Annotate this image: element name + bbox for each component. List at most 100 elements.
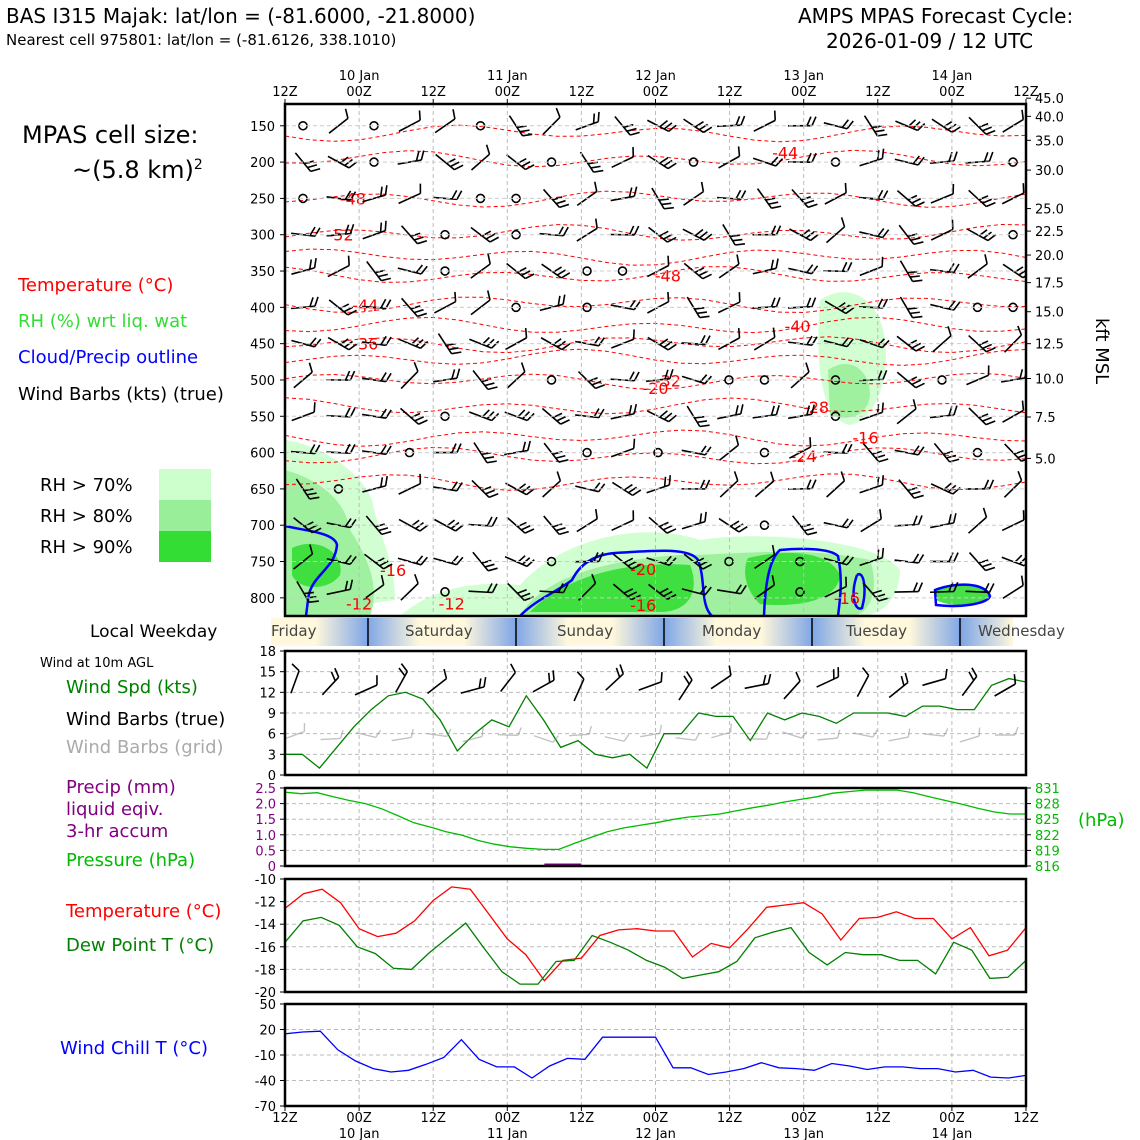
time-tick-label-top: 00Z bbox=[791, 85, 817, 100]
date-label-top: 12 Jan bbox=[635, 69, 676, 84]
wind-barb bbox=[717, 584, 747, 595]
wind-barb bbox=[541, 407, 570, 425]
pressure-tick-label: 350 bbox=[250, 265, 275, 280]
wind-barb bbox=[505, 482, 535, 496]
time-tick-label-top: 00Z bbox=[495, 85, 521, 100]
value-tick-label: 3 bbox=[268, 748, 276, 763]
cell-size-label: MPAS cell size: bbox=[22, 121, 199, 149]
value-tick-label: 2.0 bbox=[255, 798, 276, 813]
weekday-saturday: Saturday bbox=[405, 622, 473, 640]
kft-tick-label: 25.0 bbox=[1035, 203, 1064, 218]
pressure-tick-label: 400 bbox=[250, 301, 275, 316]
wind-barb bbox=[326, 407, 356, 418]
kft-tick-label: 30.0 bbox=[1035, 164, 1064, 179]
rh70-swatch bbox=[159, 469, 211, 500]
legend-barbs: Wind Barbs (kts) (true) bbox=[18, 384, 224, 405]
pressure-axis-label: 828 bbox=[1035, 798, 1060, 813]
wind-barb bbox=[930, 482, 961, 495]
legend-pressure: Pressure (hPa) bbox=[66, 850, 196, 871]
wind-barb bbox=[611, 510, 635, 532]
temperature-contour bbox=[285, 296, 1026, 314]
wind-barb bbox=[895, 119, 926, 132]
date-label-bottom: 10 Jan bbox=[339, 1127, 380, 1140]
wind-barb bbox=[858, 189, 889, 201]
wind-barb bbox=[648, 583, 677, 600]
wind-barb bbox=[400, 361, 419, 390]
wind-barb bbox=[542, 107, 561, 135]
temperature-contour-label: -20 bbox=[642, 379, 668, 398]
wind-barb bbox=[575, 336, 606, 347]
value-tick-label: 1.5 bbox=[255, 813, 276, 828]
kft-tick-label: 35.0 bbox=[1035, 134, 1064, 149]
wind-barb bbox=[894, 515, 923, 527]
time-tick-label-bottom: 12Z bbox=[865, 1111, 891, 1126]
wind-barb bbox=[397, 150, 425, 165]
wind-barb bbox=[433, 481, 463, 492]
wind-barb bbox=[472, 551, 498, 572]
temperature-contour-label: -16 bbox=[380, 561, 406, 580]
wind-barb bbox=[400, 297, 428, 318]
wind-barb bbox=[397, 264, 428, 275]
wind-barb-grid bbox=[285, 723, 306, 740]
wind-barb bbox=[896, 335, 926, 352]
kft-tick-label: 12.5 bbox=[1035, 338, 1064, 353]
wind-barb bbox=[686, 296, 710, 319]
wind-barb-grid bbox=[497, 727, 522, 737]
legend-rh: RH (%) wrt liq. wat bbox=[18, 311, 188, 332]
wind-barb bbox=[826, 471, 846, 498]
wind-barb bbox=[930, 219, 954, 241]
wind-barb bbox=[894, 553, 925, 564]
wind-barb bbox=[647, 154, 677, 170]
wind-barb bbox=[362, 408, 392, 419]
wind-barb bbox=[575, 482, 606, 493]
legend-windchill: Wind Chill T (°C) bbox=[60, 1038, 208, 1059]
time-tick-label-top: 12Z bbox=[569, 85, 595, 100]
calm-wind-marker bbox=[688, 157, 699, 167]
date-label-bottom: 14 Jan bbox=[932, 1127, 973, 1140]
wind-barb-grid bbox=[462, 727, 484, 743]
pressure-tick-label: 150 bbox=[250, 120, 275, 135]
wind-barb bbox=[859, 338, 890, 349]
wind-barb-grid bbox=[640, 724, 663, 738]
wind-barb bbox=[788, 264, 819, 275]
wind-barb bbox=[968, 334, 996, 353]
wind-barb bbox=[577, 370, 605, 390]
wind-barb bbox=[648, 516, 677, 534]
wind-barb-grid bbox=[782, 730, 808, 739]
wind-barb bbox=[929, 552, 959, 563]
wind-barb-grid bbox=[995, 726, 1019, 736]
wind-barb bbox=[398, 473, 422, 495]
temperature-contour-label: -48 bbox=[655, 266, 681, 285]
wind-barb bbox=[437, 333, 462, 355]
hpa-axis-label: (hPa) bbox=[1078, 810, 1125, 831]
legend-rh70: RH > 70% bbox=[40, 475, 133, 496]
kft-tick-label: 5.0 bbox=[1035, 452, 1056, 467]
value-tick-label: 0.5 bbox=[255, 844, 276, 859]
wind-speed-line bbox=[285, 677, 1027, 770]
wind-barb bbox=[896, 399, 917, 425]
cloud-outline bbox=[852, 572, 866, 610]
wind-barb bbox=[681, 511, 707, 530]
pressure-axis-label: 831 bbox=[1035, 782, 1060, 797]
wind-barb bbox=[929, 582, 959, 594]
wind-barb bbox=[638, 672, 663, 691]
kft-tick-label: 10.0 bbox=[1035, 373, 1064, 388]
time-tick-label-top: 12Z bbox=[272, 85, 298, 100]
temperature-contour-label: -16 bbox=[630, 596, 656, 615]
wind-barb bbox=[860, 509, 882, 533]
wind-barb bbox=[506, 362, 526, 389]
wind-barb bbox=[321, 667, 340, 696]
wind-barb-grid bbox=[675, 732, 700, 741]
wind-barb bbox=[290, 663, 300, 694]
value-tick-label: 6 bbox=[268, 728, 276, 743]
wind-barb bbox=[753, 327, 776, 351]
pressure-axis-label: 822 bbox=[1035, 829, 1060, 844]
wind-barb bbox=[791, 188, 818, 209]
wind-barb bbox=[681, 334, 711, 346]
calm-wind-marker bbox=[440, 587, 450, 597]
wind-barb bbox=[326, 518, 357, 529]
pressure-tick-label: 750 bbox=[250, 556, 275, 571]
wind-barb bbox=[922, 668, 948, 687]
wind-barb bbox=[681, 445, 712, 456]
weekday-band bbox=[271, 618, 1013, 646]
